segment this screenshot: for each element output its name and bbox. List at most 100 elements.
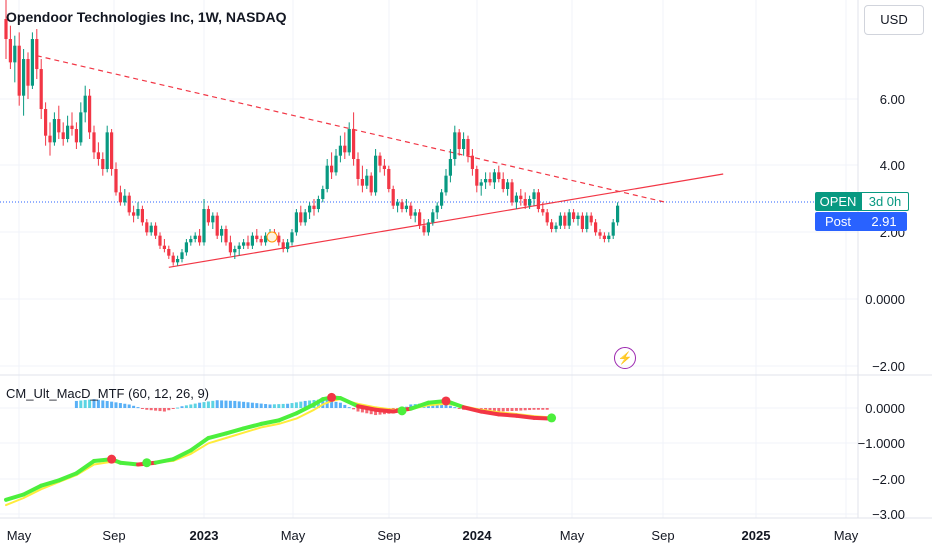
- candle-body: [206, 209, 210, 223]
- histogram-bar: [492, 408, 496, 412]
- candle-body: [123, 195, 127, 203]
- histogram-bar: [290, 403, 294, 408]
- candle-body: [26, 59, 30, 86]
- histogram-bar: [308, 400, 312, 408]
- candle-body: [167, 249, 171, 256]
- market-status-badge: OPEN 3d 0h: [815, 192, 909, 211]
- histogram-bar: [488, 408, 492, 412]
- candle-body: [545, 212, 549, 223]
- macd-line-segment: [514, 413, 536, 420]
- histogram-bar: [206, 401, 210, 408]
- candle-body: [184, 242, 188, 253]
- candle-body: [96, 152, 100, 160]
- trend-line-support: [168, 173, 724, 268]
- candle-body: [140, 209, 144, 223]
- histogram-bar: [506, 408, 510, 412]
- histogram-bar: [356, 408, 360, 412]
- candle-body: [259, 239, 263, 243]
- candle-body: [281, 242, 285, 250]
- macd-line-segment: [496, 412, 519, 418]
- candle-body: [228, 242, 232, 253]
- indicator-title[interactable]: CM_Ult_MacD_MTF (60, 12, 26, 9): [6, 386, 210, 401]
- histogram-bar: [193, 403, 197, 408]
- price-axis-label: 6.00: [880, 92, 905, 107]
- candle-body: [110, 132, 114, 170]
- candle-body: [589, 215, 593, 223]
- macd-line-segment: [241, 421, 264, 431]
- histogram-bar: [167, 408, 171, 411]
- candle-body: [611, 222, 615, 236]
- candle-body: [118, 192, 122, 203]
- lightning-icon[interactable]: ⚡: [614, 347, 636, 369]
- histogram-bar: [404, 406, 408, 408]
- macd-line-segment: [259, 418, 281, 426]
- candle-body: [382, 165, 386, 170]
- candle-body: [580, 215, 584, 230]
- candle-body: [330, 165, 334, 173]
- candle-body: [462, 139, 466, 150]
- candle-body: [598, 232, 602, 236]
- candle-body: [286, 242, 290, 250]
- candle-body: [378, 155, 382, 166]
- candle-body: [316, 199, 320, 210]
- candle-body: [334, 155, 338, 173]
- histogram-bar: [149, 408, 153, 411]
- candle-body: [550, 222, 554, 230]
- candle-body: [242, 242, 246, 246]
- candle-body: [391, 189, 395, 206]
- histogram-bar: [118, 403, 122, 408]
- macd-line-segment: [74, 458, 96, 476]
- histogram-bar: [171, 408, 175, 409]
- candle-body: [576, 215, 580, 220]
- macd-line-segment: [153, 457, 176, 465]
- histogram-bar: [132, 405, 136, 408]
- cross-down-marker: [107, 454, 117, 464]
- histogram-bar: [519, 408, 523, 411]
- candle-body: [308, 205, 312, 213]
- event-marker: [266, 231, 278, 243]
- histogram-bar: [365, 408, 369, 414]
- candle-body: [114, 169, 118, 193]
- candle-body: [215, 215, 219, 236]
- candle-body: [154, 225, 158, 236]
- candle-body: [418, 212, 422, 226]
- histogram-bar: [110, 401, 114, 408]
- candle-body: [475, 169, 479, 186]
- candle-body: [532, 192, 536, 200]
- candle-body: [413, 212, 417, 216]
- histogram-bar: [255, 403, 259, 408]
- candle-body: [61, 132, 65, 140]
- histogram-bar: [343, 404, 347, 408]
- histogram-bar: [352, 408, 356, 410]
- histogram-bar: [409, 404, 413, 408]
- histogram-bar: [233, 400, 237, 408]
- histogram-bar: [497, 408, 501, 412]
- candle-body: [554, 225, 558, 230]
- symbol-title[interactable]: Opendoor Technologies Inc, 1W, NASDAQ: [6, 9, 287, 25]
- histogram-bar: [224, 400, 228, 408]
- candle-body: [211, 215, 215, 223]
- candle-body: [88, 95, 92, 133]
- candle-body: [431, 212, 435, 223]
- histogram-bar: [330, 400, 334, 408]
- histogram-bar: [237, 401, 241, 408]
- cross-up-marker: [142, 458, 152, 468]
- candle-body: [352, 129, 356, 160]
- price-axis-label: 0.0000: [865, 292, 905, 307]
- candle-body: [567, 212, 571, 226]
- histogram-bar: [264, 404, 268, 408]
- candle-body: [422, 225, 426, 233]
- histogram-bar: [250, 402, 254, 408]
- currency-button[interactable]: USD: [864, 5, 924, 35]
- candle-body: [136, 209, 140, 216]
- candle-body: [198, 235, 202, 243]
- candle-body: [541, 209, 545, 213]
- candle-body: [13, 45, 17, 63]
- histogram-bar: [545, 408, 549, 410]
- candle-body: [594, 222, 598, 233]
- candle-body: [528, 199, 532, 206]
- candles: [4, 0, 620, 266]
- macd-line-segment: [171, 448, 193, 462]
- indicator-axis-label: −1.0000: [858, 436, 905, 451]
